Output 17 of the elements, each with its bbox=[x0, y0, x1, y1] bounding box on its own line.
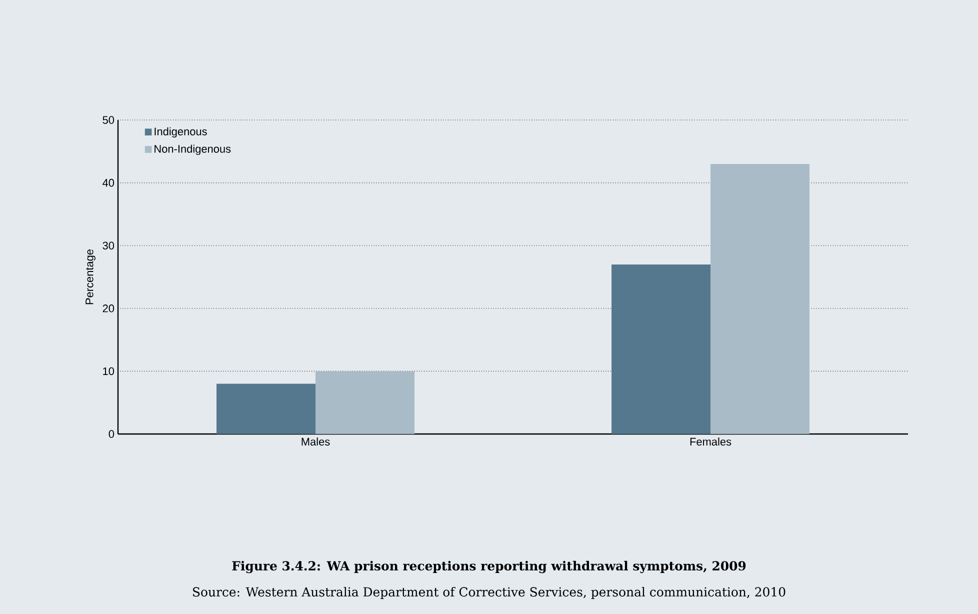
bar bbox=[216, 384, 316, 434]
text: Figure 3.4.2: WA prison receptions reporting withdrawal symptoms, 2009 bbox=[232, 560, 746, 574]
y-tick-label: 0 bbox=[108, 430, 114, 438]
bar bbox=[612, 264, 711, 434]
y-tick-label: 20 bbox=[102, 304, 114, 312]
x-tick-label: Males bbox=[302, 438, 330, 446]
y-tick-label: 40 bbox=[102, 178, 114, 187]
y-tick-label: 10 bbox=[103, 367, 114, 376]
legend-label: Indigenous bbox=[154, 127, 207, 138]
x-tick-label: Females bbox=[690, 438, 732, 446]
y-tick-label: 50 bbox=[102, 116, 114, 124]
bar bbox=[710, 164, 810, 434]
legend-label: Non-Indigenous bbox=[154, 144, 231, 155]
bar bbox=[316, 371, 415, 434]
source-note: Source: Western Australia Department of Corrective Services, personal communication, 2010 bbox=[193, 586, 786, 600]
y-tick-label: 30 bbox=[102, 242, 114, 250]
y-axis-title: Percentage bbox=[86, 249, 96, 304]
